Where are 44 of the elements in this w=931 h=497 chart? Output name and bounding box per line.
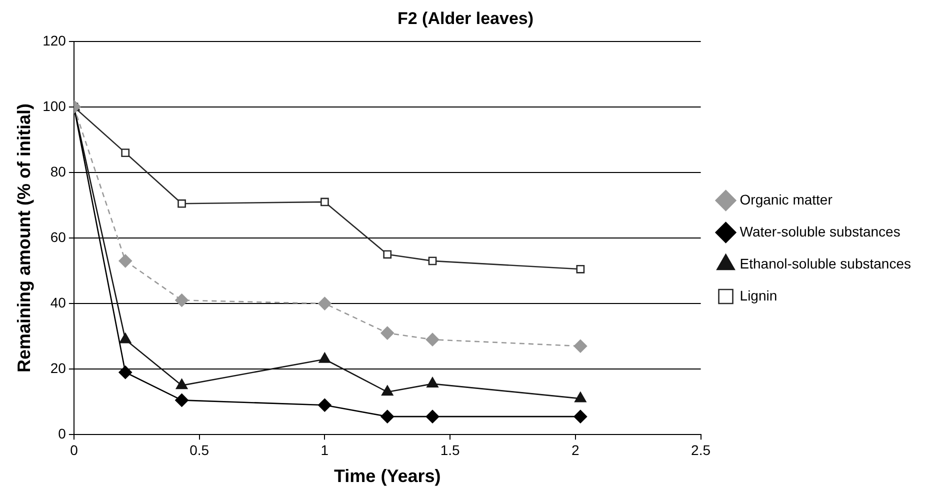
x-tick-label: 1	[320, 442, 329, 458]
x-tick-label: 2	[572, 442, 580, 458]
y-tick-label: 100	[42, 98, 66, 114]
y-axis-title: Remaining amount (% of initial)	[14, 103, 34, 372]
point	[175, 394, 188, 407]
point	[576, 264, 585, 274]
point	[574, 392, 586, 402]
point	[426, 332, 440, 346]
point	[574, 339, 588, 353]
legend-label: Lignin	[740, 287, 778, 304]
y-tick-label: 20	[50, 360, 66, 376]
y-tick-label: 120	[42, 32, 66, 48]
point	[426, 410, 440, 424]
point	[121, 148, 130, 157]
x-axis-title: Time (Years)	[334, 466, 441, 486]
point	[118, 254, 132, 268]
point	[118, 366, 132, 379]
x-tick-label: 2.5	[691, 442, 711, 458]
legend-label: Organic matter	[740, 191, 833, 208]
point	[383, 250, 392, 259]
point	[426, 377, 438, 388]
x-tick-label: 0	[70, 442, 78, 458]
point	[428, 256, 437, 266]
x-tick-label: 0.5	[190, 442, 210, 458]
point	[120, 332, 132, 344]
point	[382, 385, 394, 396]
y-tick-label: 40	[50, 294, 66, 310]
legend-label: Water-soluble substances	[740, 223, 900, 240]
point	[380, 410, 394, 424]
point	[175, 294, 188, 307]
point	[318, 398, 332, 412]
point	[318, 296, 332, 310]
point	[574, 410, 588, 424]
y-tick-label: 80	[50, 163, 66, 180]
chart-title: F2 (Alder leaves)	[397, 8, 534, 28]
point	[380, 326, 394, 340]
legend-label: Ethanol-soluble substances	[740, 255, 912, 272]
point	[176, 378, 188, 390]
y-tick-label: 60	[50, 228, 66, 245]
point	[318, 352, 331, 363]
y-tick-label: 0	[58, 425, 66, 442]
x-tick-label: 1.5	[440, 442, 460, 458]
point	[178, 199, 186, 208]
point	[320, 198, 329, 206]
